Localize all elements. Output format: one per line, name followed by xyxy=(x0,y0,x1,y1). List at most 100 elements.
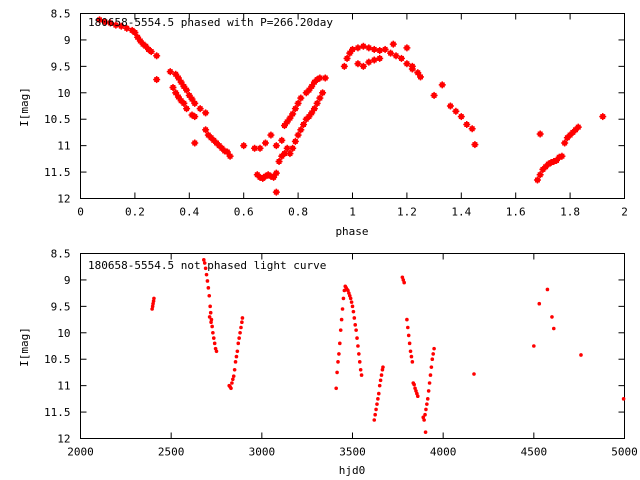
data-point xyxy=(379,373,384,377)
data-point xyxy=(574,123,582,131)
data-point xyxy=(354,60,362,68)
data-point xyxy=(112,21,120,29)
y-axis-label: I[mag] xyxy=(18,327,31,367)
x-tick-label: 2000 xyxy=(67,446,94,459)
data-point xyxy=(550,315,554,319)
data-point xyxy=(232,367,237,372)
x-tick-label: 5000 xyxy=(611,446,638,459)
phased-light-curve-panel: 8.5 9 9.5 10 10.5 11 11.5 12 0 0.2 0.4 0.6 0.8 1 1.2 1… xyxy=(18,8,628,239)
data-point xyxy=(313,99,321,107)
data-point xyxy=(289,144,297,152)
data-point xyxy=(291,105,299,113)
y-axis-ticks: 8.5 9 9.5 10 10.5 11 11.5 12 xyxy=(44,8,625,206)
data-point xyxy=(291,137,299,145)
data-point xyxy=(430,91,438,99)
data-point xyxy=(532,344,536,348)
data-point xyxy=(172,89,180,97)
data-point xyxy=(180,99,188,107)
data-point xyxy=(308,82,316,90)
chart-title: 180658-5554.5 phased with P=266.20day xyxy=(88,16,333,29)
data-point xyxy=(337,352,341,356)
y-tick-label: 10 xyxy=(57,87,70,100)
data-point xyxy=(334,386,338,391)
x-tick-label: 1.8 xyxy=(560,206,580,219)
data-point xyxy=(305,113,313,121)
data-point xyxy=(381,45,389,53)
y-tick-label: 9 xyxy=(64,274,71,287)
data-point xyxy=(261,139,269,147)
y-tick-label: 12 xyxy=(57,433,70,446)
data-point xyxy=(177,78,185,86)
data-point xyxy=(202,258,206,262)
data-point xyxy=(239,325,243,330)
data-point xyxy=(338,328,343,332)
data-point xyxy=(375,402,379,406)
data-point xyxy=(346,49,354,57)
data-point xyxy=(402,280,406,285)
data-point xyxy=(183,105,191,113)
data-point xyxy=(240,320,244,325)
data-point xyxy=(202,126,210,134)
data-point xyxy=(417,73,424,81)
data-point xyxy=(207,293,212,298)
data-point xyxy=(378,378,383,383)
data-point xyxy=(405,317,409,322)
data-point xyxy=(240,316,245,320)
data-point xyxy=(283,118,291,126)
data-point xyxy=(415,394,420,399)
x-tick-label: 4500 xyxy=(521,446,548,459)
data-point xyxy=(349,45,356,53)
data-point xyxy=(424,407,428,412)
y-tick-label: 10.5 xyxy=(44,113,71,126)
data-point xyxy=(134,33,142,41)
data-point xyxy=(403,60,411,68)
data-point xyxy=(270,173,278,181)
data-point xyxy=(561,139,569,147)
x-axis-ticks: 2000 2500 3000 3500 4000 4500 5000 xyxy=(67,253,638,459)
data-point xyxy=(208,310,213,315)
data-point xyxy=(151,299,156,303)
data-point xyxy=(340,307,345,311)
data-point xyxy=(408,62,416,70)
data-point xyxy=(202,261,207,265)
data-point xyxy=(356,344,360,348)
data-point xyxy=(207,315,212,319)
data-point xyxy=(403,44,411,52)
x-tick-label: 0.6 xyxy=(234,206,254,219)
data-point xyxy=(343,54,351,62)
data-point xyxy=(357,352,361,356)
data-point xyxy=(551,326,556,331)
data-point xyxy=(423,412,427,417)
plot-frame xyxy=(80,253,625,439)
data-point xyxy=(278,136,286,144)
data-point xyxy=(376,397,380,401)
data-point xyxy=(174,93,182,101)
data-points xyxy=(150,258,626,434)
data-point xyxy=(209,317,214,322)
x-tick-label: 0.2 xyxy=(125,206,145,219)
data-point xyxy=(389,40,397,48)
data-point xyxy=(153,76,161,84)
data-point xyxy=(172,70,180,78)
data-point xyxy=(321,74,329,82)
y-tick-label: 11.5 xyxy=(44,406,71,419)
x-tick-label: 2 xyxy=(621,206,628,219)
y-tick-label: 11.5 xyxy=(44,166,71,179)
data-point xyxy=(376,47,384,54)
x-tick-label: 3000 xyxy=(249,446,276,459)
data-point xyxy=(272,142,280,150)
y-tick-label: 10.5 xyxy=(44,353,71,366)
data-point xyxy=(300,121,308,128)
data-point xyxy=(153,52,161,60)
data-point xyxy=(355,336,359,340)
data-point xyxy=(147,48,155,56)
data-point xyxy=(294,131,302,139)
data-point xyxy=(275,158,283,165)
data-point xyxy=(365,44,373,52)
data-point xyxy=(354,328,358,332)
data-point xyxy=(427,381,432,385)
data-point xyxy=(297,94,305,102)
data-point xyxy=(468,125,476,133)
data-point xyxy=(359,62,367,70)
data-point xyxy=(204,272,209,277)
